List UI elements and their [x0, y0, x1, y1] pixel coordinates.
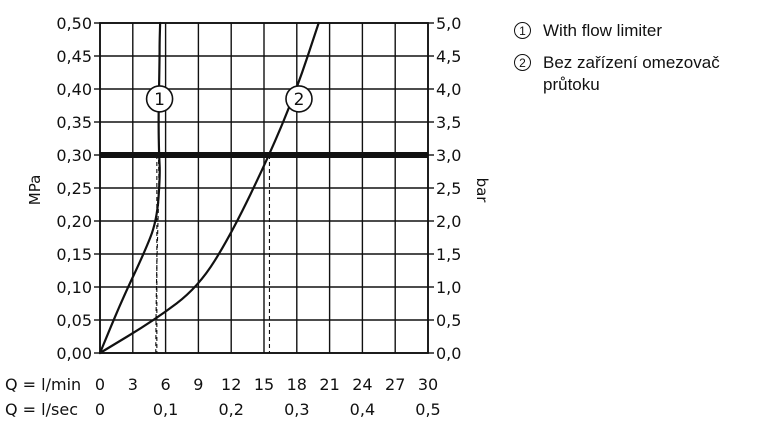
left-tick-label: 0,30: [56, 146, 92, 165]
series-line-1: [98, 21, 162, 355]
left-tick-label: 0,05: [56, 311, 92, 330]
x-row1-tick-label: 30: [418, 375, 438, 394]
right-tick-label: 4,0: [436, 80, 461, 99]
legend: 1 With flow limiter 2 Bez zařízení omezo…: [514, 20, 778, 106]
left-axis-label: MPa: [26, 175, 44, 206]
series-marker-label-2: 2: [294, 90, 305, 110]
x-row2-tick-label: 0,5: [415, 400, 440, 419]
series-marker-circle-1: [145, 85, 174, 113]
right-tick-label: 1,5: [436, 245, 461, 264]
x-row2-tick-label: 0,2: [218, 400, 243, 419]
dashed-curve-1: [155, 154, 160, 354]
right-tick-label: 5,0: [436, 14, 461, 33]
legend-marker-1: 1: [514, 22, 531, 39]
series-marker-label-1: 1: [154, 90, 165, 110]
dashed-guides: [155, 154, 271, 354]
x-axis-row1-label: Q = l/min: [5, 375, 81, 394]
legend-text-2: Bez zařízení omezovač průtoku: [543, 53, 720, 94]
legend-marker-2: 2: [514, 54, 531, 71]
plot-frame: [99, 22, 429, 354]
right-tick-label: 3,5: [436, 113, 461, 132]
right-tick-label: 0,0: [436, 344, 461, 363]
left-tick-label: 0,20: [56, 212, 92, 231]
left-tick-label: 0,40: [56, 80, 92, 99]
x-row1-tick-label: 3: [128, 375, 138, 394]
left-tick-label: 0,25: [56, 179, 92, 198]
x-row1-tick-label: 18: [287, 375, 307, 394]
left-tick-label: 0,50: [56, 14, 92, 33]
right-axis-label: bar: [473, 178, 491, 204]
x-row1-tick-label: 27: [385, 375, 405, 394]
x-row1-tick-label: 0: [95, 375, 105, 394]
x-row1-tick-label: 15: [254, 375, 274, 394]
x-row1-tick-label: 24: [352, 375, 372, 394]
legend-item-2: 2 Bez zařízení omezovač průtoku: [514, 52, 778, 96]
right-tick-label: 0,5: [436, 311, 461, 330]
legend-item-1: 1 With flow limiter: [514, 20, 778, 42]
x-row1-tick-label: 21: [319, 375, 339, 394]
legend-text-1: With flow limiter: [543, 21, 663, 40]
x-row2-tick-label: 0,4: [350, 400, 375, 419]
x-row2-tick-label: 0,3: [284, 400, 309, 419]
right-tick-label: 4,5: [436, 47, 461, 66]
x-axis-row2-label: Q = l/sec: [5, 400, 78, 419]
right-tick-label: 2,0: [436, 212, 461, 231]
tick-labels: 0,000,050,100,150,200,250,300,350,400,45…: [56, 14, 461, 419]
x-row2-tick-label: 0,1: [153, 400, 178, 419]
left-tick-label: 0,15: [56, 245, 92, 264]
right-tick-label: 2,5: [436, 179, 461, 198]
series-line-2: [98, 21, 320, 355]
x-row2-tick-label: 0: [95, 400, 105, 419]
left-tick-label: 0,10: [56, 278, 92, 297]
x-row1-tick-label: 6: [161, 375, 171, 394]
x-row1-tick-label: 12: [221, 375, 241, 394]
series-marker-circle-2: [285, 85, 313, 113]
right-tick-label: 3,0: [436, 146, 461, 165]
right-tick-label: 1,0: [436, 278, 461, 297]
left-tick-label: 0,45: [56, 47, 92, 66]
series-lines: [98, 21, 320, 355]
x-row1-tick-label: 9: [193, 375, 203, 394]
left-tick-label: 0,00: [56, 344, 92, 363]
left-tick-label: 0,35: [56, 113, 92, 132]
grid: [94, 22, 434, 354]
